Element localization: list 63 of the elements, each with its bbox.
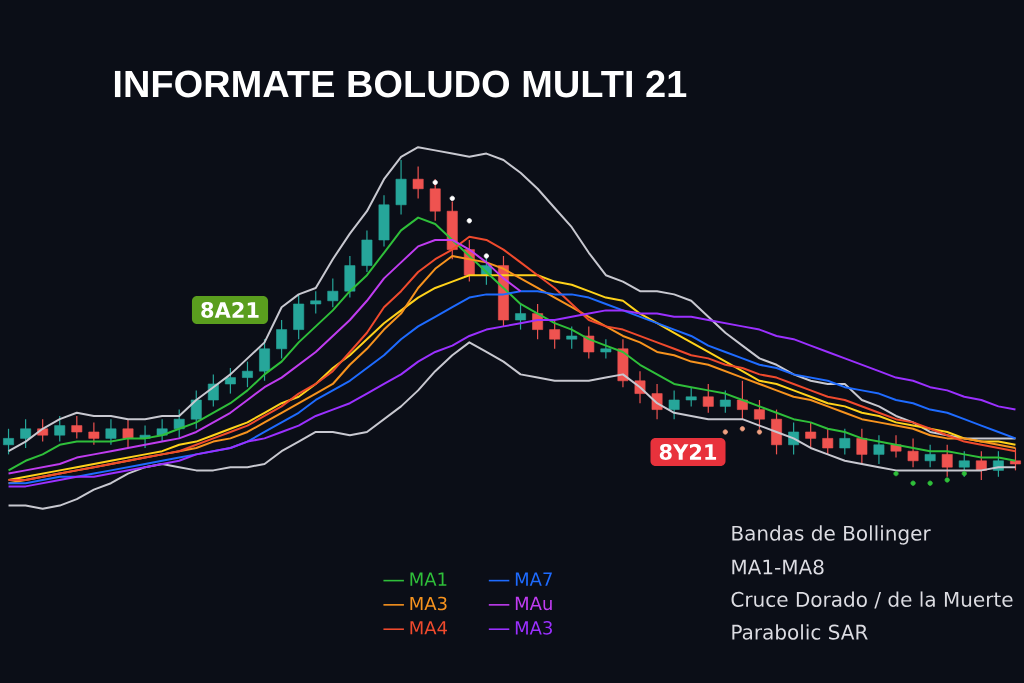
candlestick [549, 319, 561, 350]
candlestick [668, 389, 680, 420]
chart-title: INFORMATE BOLUDO MULTI 21 [114, 70, 687, 98]
point [722, 429, 728, 435]
candlestick [856, 428, 868, 465]
legend-label: MAu [515, 596, 552, 611]
candlestick [822, 428, 834, 455]
candlestick [327, 277, 339, 308]
candlestick [88, 421, 100, 446]
text: MA1-MA8 [732, 559, 824, 575]
candlestick [890, 434, 902, 459]
legend-label: MA7 [515, 572, 552, 586]
candlestick [702, 383, 714, 414]
candlestick [54, 415, 66, 443]
point [756, 429, 763, 435]
candlestick [805, 421, 817, 449]
candlestick [242, 360, 253, 388]
candlestick [873, 434, 885, 465]
text: Cruce Dorado / de la Muerte [731, 591, 1013, 609]
point [927, 480, 933, 486]
candlestick [600, 338, 612, 359]
candlestick [566, 325, 578, 350]
candlestick [190, 389, 202, 430]
candlestick [907, 437, 919, 468]
candlestick [122, 418, 134, 449]
candlestick [20, 418, 32, 449]
point [910, 480, 916, 486]
point [449, 195, 455, 201]
annotation: 8A21 [201, 302, 259, 318]
candlestick [924, 444, 936, 468]
candlestick [515, 303, 526, 331]
legend-label: MA3 [410, 596, 447, 611]
candlestick [754, 399, 765, 430]
candlestick [105, 418, 117, 446]
candlestick [259, 338, 270, 382]
candlestick [975, 450, 987, 481]
legend-label: MA1 [410, 572, 447, 586]
point [739, 426, 745, 432]
candlestick [276, 319, 288, 359]
point [483, 253, 489, 259]
candlestick [224, 367, 236, 395]
point [466, 218, 472, 224]
candlestick [3, 428, 14, 455]
point [944, 477, 950, 483]
point [893, 470, 899, 477]
annotation: 8Y21 [659, 444, 717, 460]
candlestick [736, 380, 748, 420]
candlestick [719, 389, 731, 414]
candlestick [1010, 447, 1021, 471]
point [432, 179, 438, 185]
candlestick [173, 408, 185, 439]
candlestick [941, 444, 953, 478]
point [961, 470, 967, 477]
candlestick [310, 290, 322, 315]
candlestick [429, 178, 441, 222]
legend-label: MA4 [410, 621, 448, 635]
text: Parabolic SAR [732, 624, 868, 640]
candlestick [685, 386, 697, 407]
text: Bandas de Bollinger [732, 525, 931, 545]
candlestick [412, 165, 424, 199]
candlestick [839, 428, 851, 455]
candlestick [71, 415, 83, 439]
legend-label: MA3 [515, 621, 552, 635]
